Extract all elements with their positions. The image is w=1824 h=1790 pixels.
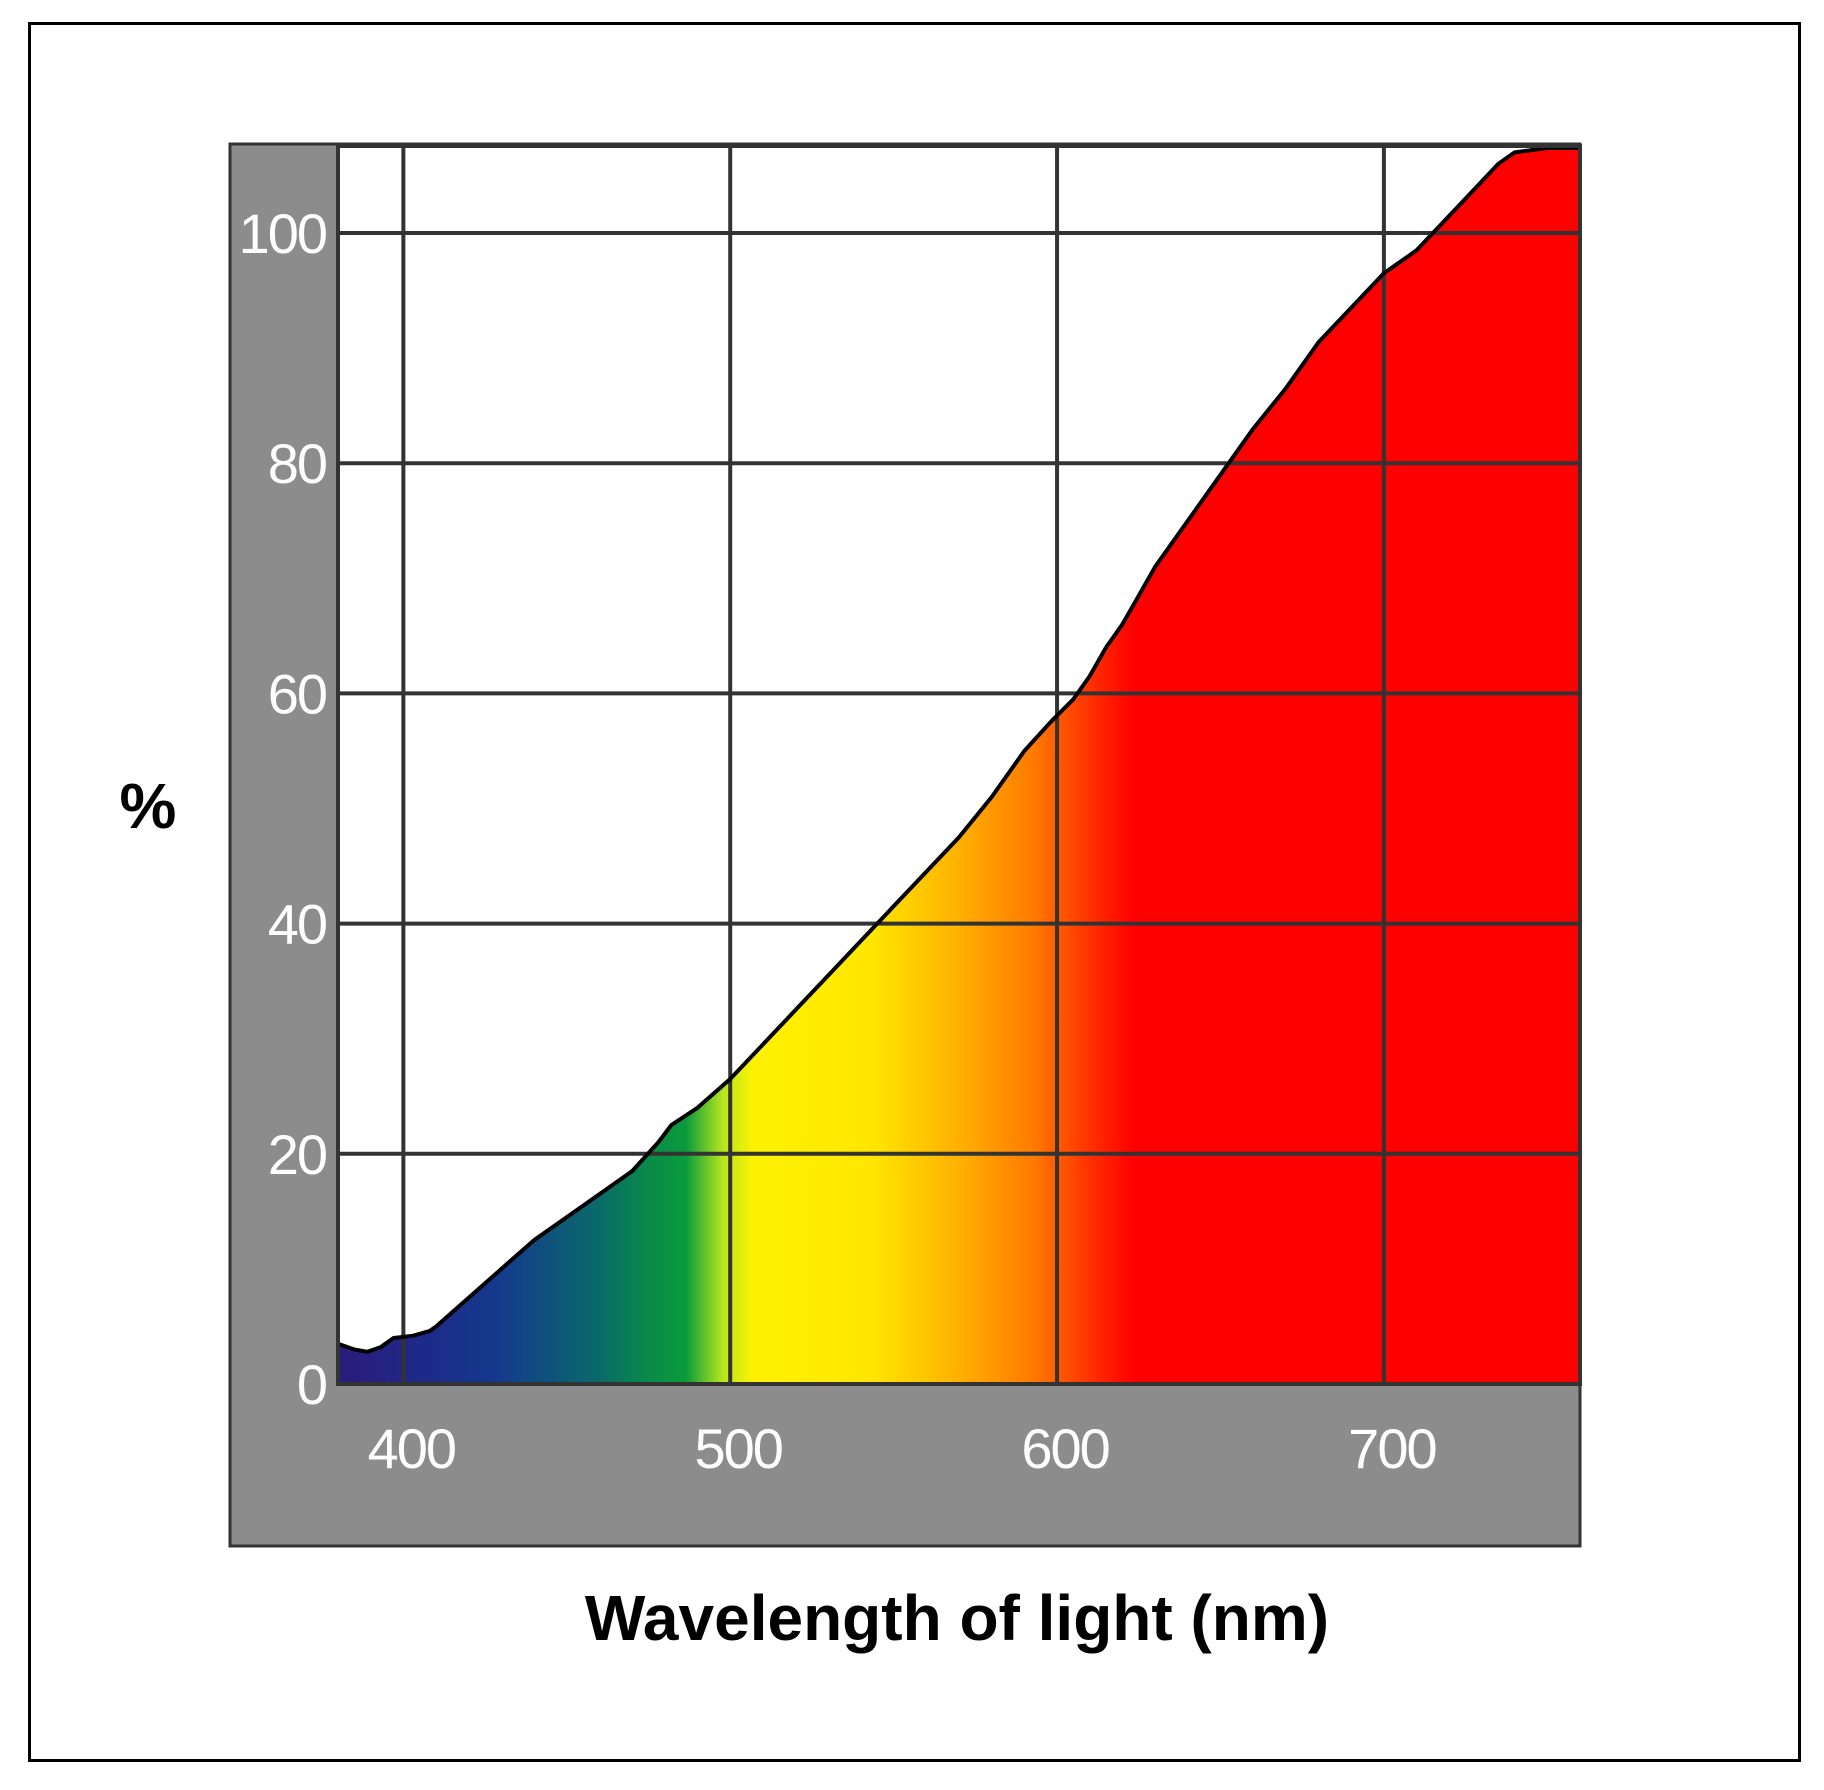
x-tick-label-600: 600 [1021, 1417, 1108, 1480]
axis-frame-border [228, 142, 1582, 1548]
x-tick-label-400: 400 [368, 1417, 455, 1480]
y-tick-label-20: 20 [268, 1123, 326, 1186]
spectrum-area [338, 148, 1580, 1384]
spectrum-curve [337, 146, 1580, 1354]
y-axis-band [230, 144, 338, 1546]
y-tick-label-0: 0 [297, 1353, 326, 1416]
x-axis-band [230, 1384, 1580, 1546]
x-tick-labels: 400 500 600 700 [368, 1417, 1438, 1480]
y-tick-label-100: 100 [239, 202, 326, 265]
grid-lines [338, 148, 1580, 1384]
y-axis-label: % [120, 770, 177, 842]
y-tick-label-60: 60 [268, 662, 326, 725]
x-axis-label: Wavelength of light (nm) [585, 1582, 1329, 1654]
y-tick-label-40: 40 [268, 893, 326, 956]
y-tick-label-80: 80 [268, 432, 326, 495]
x-tick-label-500: 500 [694, 1417, 781, 1480]
y-tick-labels: 0 20 40 60 80 100 [239, 202, 328, 1416]
x-tick-label-700: 700 [1348, 1417, 1435, 1480]
